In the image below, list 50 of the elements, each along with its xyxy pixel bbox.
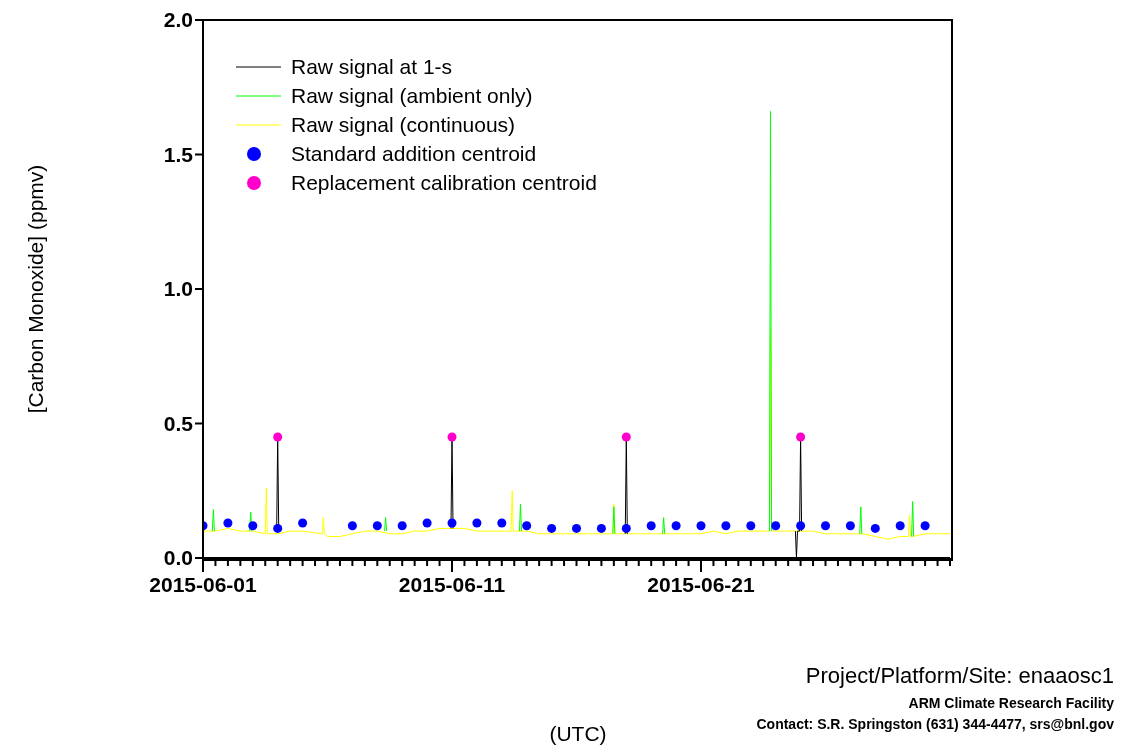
point (248, 521, 258, 531)
point (571, 523, 582, 533)
legend-label: Raw signal (ambient only) (291, 83, 533, 109)
x-tick-label: 2015-06-11 (398, 573, 506, 596)
y-tick-label: 1.5 (163, 142, 194, 166)
point (796, 432, 806, 442)
point (621, 523, 631, 533)
point (397, 521, 407, 531)
point (721, 521, 731, 531)
y-tick-label: 0.5 (163, 411, 194, 435)
legend-label: Replacement calibration centroid (291, 170, 597, 196)
point (870, 523, 880, 533)
point (796, 521, 806, 531)
point (771, 521, 781, 531)
legend-label: Raw signal (continuous) (291, 112, 516, 138)
x-tick-label: 2015-06-21 (647, 573, 756, 596)
y-tick-label: 2.0 (163, 8, 193, 32)
point (298, 518, 308, 528)
point (497, 518, 507, 528)
y-axis-title: [Carbon Monoxide] (ppmv) (24, 164, 48, 414)
text: ARM Climate Research Facility (908, 695, 1114, 711)
text: (UTC) (549, 722, 607, 746)
x-tick-label: 2015-06-01 (149, 573, 258, 596)
point (447, 432, 457, 442)
y-tick-label: 0.0 (163, 546, 193, 570)
point (273, 432, 283, 442)
legend-label: Standard addition centroid (291, 141, 537, 167)
point (522, 521, 532, 531)
point (273, 523, 283, 533)
point (447, 518, 457, 528)
point (696, 521, 706, 531)
text: Contact: S.R. Springston (631) 344-4477, srs@bnl.gov (756, 716, 1114, 732)
point (422, 518, 432, 528)
point (646, 521, 656, 531)
point (347, 521, 357, 531)
point (920, 521, 930, 531)
point (472, 518, 482, 528)
legend-label: Raw signal at 1-s (291, 54, 453, 80)
text: Project/Platform/Site: enaaosc1 (805, 663, 1114, 689)
point (895, 521, 905, 531)
point (746, 521, 756, 531)
point (223, 518, 233, 528)
point (596, 523, 606, 533)
point (547, 523, 557, 533)
point (621, 432, 631, 442)
point (820, 521, 831, 531)
point (671, 521, 681, 531)
y-tick-label: 1.0 (163, 277, 193, 301)
point (372, 521, 382, 531)
point (845, 521, 855, 531)
